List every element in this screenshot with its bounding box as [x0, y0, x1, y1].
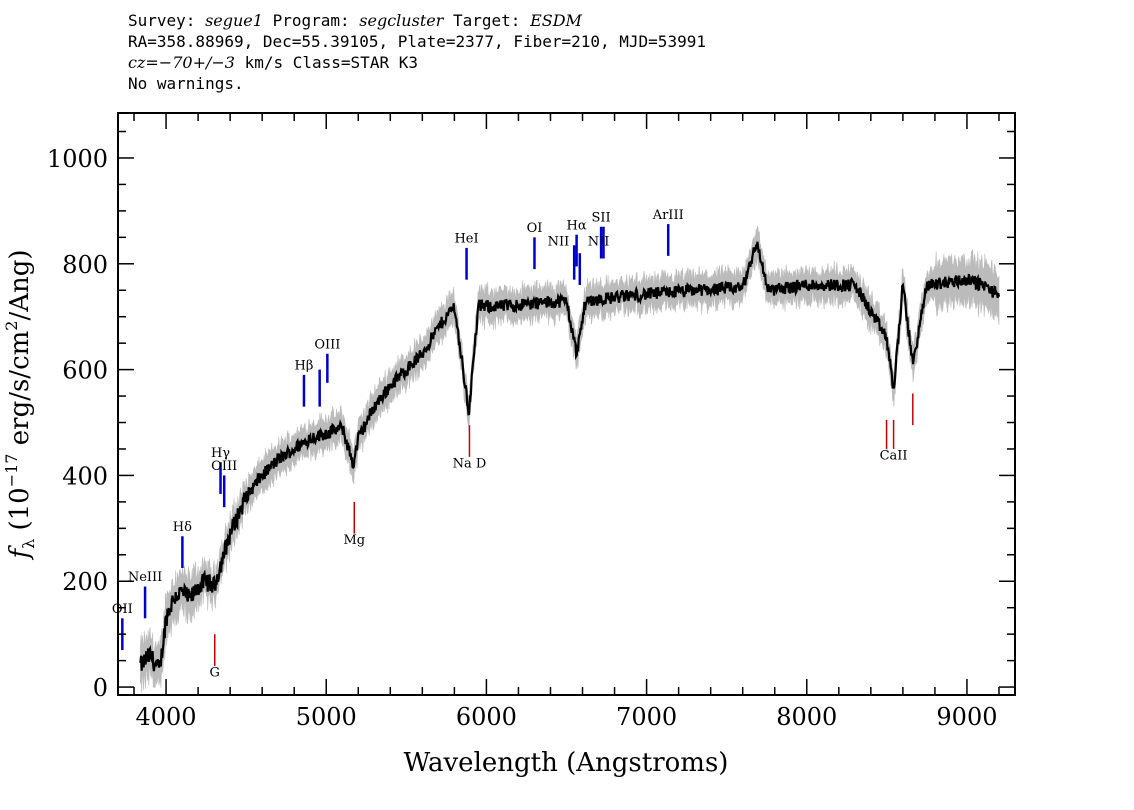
absorption-line-label: G [210, 665, 220, 680]
error-band [140, 225, 1000, 693]
y-tick-label: 800 [62, 251, 108, 279]
y-axis-title: fλ (10−17 erg/s/cm2/Ang) [2, 249, 38, 560]
header-line-2: RA=358.88969, Dec=55.39105, Plate=2377, … [128, 32, 706, 51]
y-tick-label: 200 [62, 568, 108, 596]
header-line-3: cz=−70+/−3 km/s Class=STAR K3 [128, 53, 418, 72]
emission-line-label: HeI [454, 232, 478, 247]
absorption-line-label: Mg [343, 533, 365, 548]
emission-line-label: NeIII [128, 570, 162, 585]
y-tick-label: 400 [62, 462, 108, 490]
y-tick-label: 600 [62, 357, 108, 385]
emission-line-label: Hγ [211, 446, 230, 461]
x-tick-label: 8000 [776, 703, 837, 731]
emission-line-label: ArIII [652, 208, 684, 223]
plot-frame [117, 112, 1016, 696]
spectrum-header: Survey: segue1 Program: segcluster Targe… [128, 10, 706, 94]
emission-line-label: OI [527, 221, 543, 236]
emission-line-label: Hα [567, 218, 587, 233]
flux-series [139, 241, 1001, 672]
redshift-value: −70+/−3 [158, 53, 235, 72]
x-tick-label: 5000 [296, 703, 357, 731]
emission-line-label: NII [588, 234, 610, 249]
x-tick-label: 4000 [136, 703, 197, 731]
survey-value: segue1 [205, 11, 263, 30]
emission-line-label: OII [112, 602, 133, 617]
x-axis-title: Wavelength (Angstroms) [404, 748, 729, 778]
header-line-4: No warnings. [128, 74, 244, 93]
header-line-1: Survey: segue1 Program: segcluster Targe… [128, 11, 582, 30]
emission-line-label: SII [592, 210, 611, 225]
emission-line-label: OIII [314, 337, 340, 352]
target-value: ESDM [530, 11, 582, 30]
emission-line-label: OIII [211, 459, 237, 474]
y-tick-label: 1000 [47, 145, 108, 173]
emission-line-label: NII [548, 234, 570, 249]
x-tick-label: 9000 [936, 703, 997, 731]
program-value: segcluster [359, 11, 444, 30]
x-tick-label: 6000 [456, 703, 517, 731]
emission-line-label: Hδ [173, 520, 192, 535]
absorption-line-label: Na D [453, 456, 487, 471]
absorption-line-label: CaII [880, 449, 908, 464]
emission-line-label: Hβ [295, 359, 314, 374]
y-tick-label: 0 [93, 674, 108, 702]
x-tick-label: 7000 [616, 703, 677, 731]
